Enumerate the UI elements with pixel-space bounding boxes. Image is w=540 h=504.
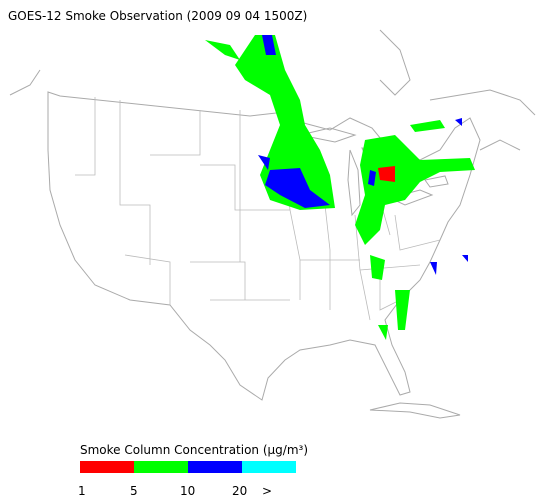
state-lines [75,97,441,321]
legend-title: Smoke Column Concentration (μg/m³) [80,443,308,457]
bin-label: 10 [180,484,195,498]
bin-label: 5 [130,484,138,498]
smoke-area [235,35,335,210]
smoke-area [355,135,475,245]
smoke-area [378,166,395,182]
bin-label: 1 [78,484,86,498]
bin-label: > [262,484,272,498]
legend: Smoke Column Concentration (μg/m³) 1 5 10 2… [78,443,308,498]
bin-label: 20 [232,484,247,498]
smoke-area [370,120,445,340]
color-bin [188,461,242,473]
color-bin [242,461,296,473]
smoke-plumes [205,35,475,340]
title: GOES-12 Smoke Observation (2009 09 04 15… [8,9,307,23]
canada-coast [9,29,536,151]
cuba [369,402,461,419]
color-bin [80,461,134,473]
smoke-area [258,35,330,208]
color-bin [134,461,188,473]
smoke-area [205,40,240,60]
